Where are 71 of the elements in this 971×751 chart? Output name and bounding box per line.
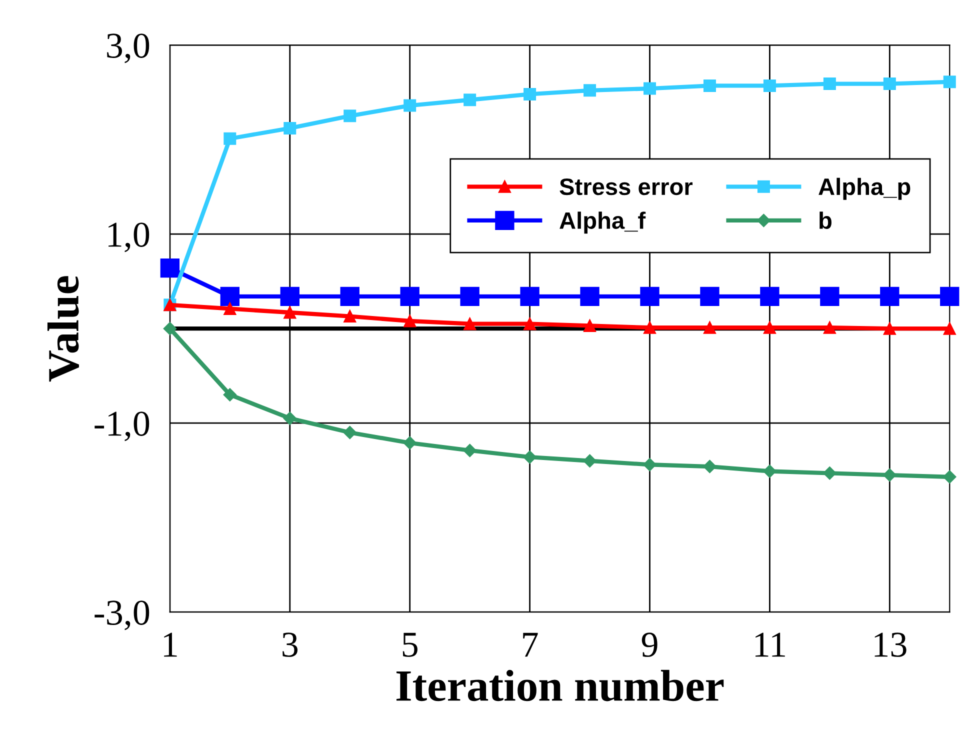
point bbox=[883, 468, 896, 482]
point bbox=[583, 454, 596, 468]
point bbox=[584, 84, 596, 97]
x-tick-label: 3 bbox=[282, 632, 298, 657]
point bbox=[640, 286, 660, 306]
point bbox=[464, 94, 476, 106]
legend-label: Alpha_f bbox=[560, 212, 646, 234]
point bbox=[823, 321, 836, 334]
x-tick-label: 1 bbox=[164, 632, 177, 657]
x-tick-label: 13 bbox=[874, 632, 906, 657]
y-tick-label: -1,0 bbox=[94, 412, 150, 442]
point bbox=[820, 286, 840, 306]
point bbox=[584, 319, 596, 332]
x-axis-title: Iteration number bbox=[396, 670, 724, 702]
point bbox=[463, 444, 476, 458]
point bbox=[940, 286, 960, 306]
point bbox=[344, 310, 356, 323]
point bbox=[524, 88, 536, 100]
point bbox=[284, 122, 296, 134]
y-tick-label: -3,0 bbox=[94, 600, 150, 630]
point bbox=[460, 286, 480, 306]
point bbox=[520, 286, 540, 306]
point bbox=[763, 321, 776, 334]
point bbox=[883, 78, 896, 90]
point bbox=[644, 321, 656, 334]
point bbox=[823, 466, 836, 480]
x-tick-label: 5 bbox=[402, 632, 418, 657]
point bbox=[404, 314, 416, 328]
point bbox=[400, 286, 420, 306]
point bbox=[404, 99, 416, 112]
point bbox=[163, 322, 177, 336]
point bbox=[763, 79, 776, 92]
point bbox=[700, 286, 720, 306]
point bbox=[224, 302, 236, 315]
point bbox=[280, 286, 300, 306]
point bbox=[883, 322, 896, 335]
legend-label: Stress error bbox=[560, 178, 693, 196]
point bbox=[343, 426, 356, 440]
x-tick-label: 9 bbox=[642, 632, 658, 657]
point bbox=[464, 318, 476, 330]
point bbox=[220, 286, 240, 306]
legend-label: b bbox=[820, 212, 832, 229]
point bbox=[703, 460, 716, 474]
point bbox=[403, 436, 416, 450]
point bbox=[580, 286, 600, 306]
point bbox=[284, 306, 296, 319]
point bbox=[880, 286, 900, 306]
point bbox=[703, 79, 716, 92]
x-tick-label: 11 bbox=[756, 632, 785, 657]
legend-label: Alpha_p bbox=[818, 178, 910, 200]
point bbox=[703, 321, 716, 334]
point bbox=[283, 412, 296, 425]
x-tick-label: 7 bbox=[523, 632, 538, 657]
point bbox=[643, 458, 656, 472]
point bbox=[823, 78, 836, 90]
point bbox=[763, 464, 776, 478]
point bbox=[644, 82, 656, 95]
point bbox=[524, 318, 536, 330]
point bbox=[943, 76, 956, 88]
point bbox=[160, 258, 180, 278]
point bbox=[224, 132, 236, 145]
point bbox=[523, 450, 536, 464]
point bbox=[760, 286, 780, 306]
point bbox=[943, 322, 956, 335]
point bbox=[344, 110, 356, 122]
y-tick-label: 1,0 bbox=[108, 222, 150, 252]
point bbox=[943, 470, 956, 484]
y-tick-label: 3,0 bbox=[107, 34, 150, 64]
point bbox=[223, 388, 236, 402]
point bbox=[340, 286, 360, 306]
y-axis-title: Value bbox=[47, 276, 79, 382]
